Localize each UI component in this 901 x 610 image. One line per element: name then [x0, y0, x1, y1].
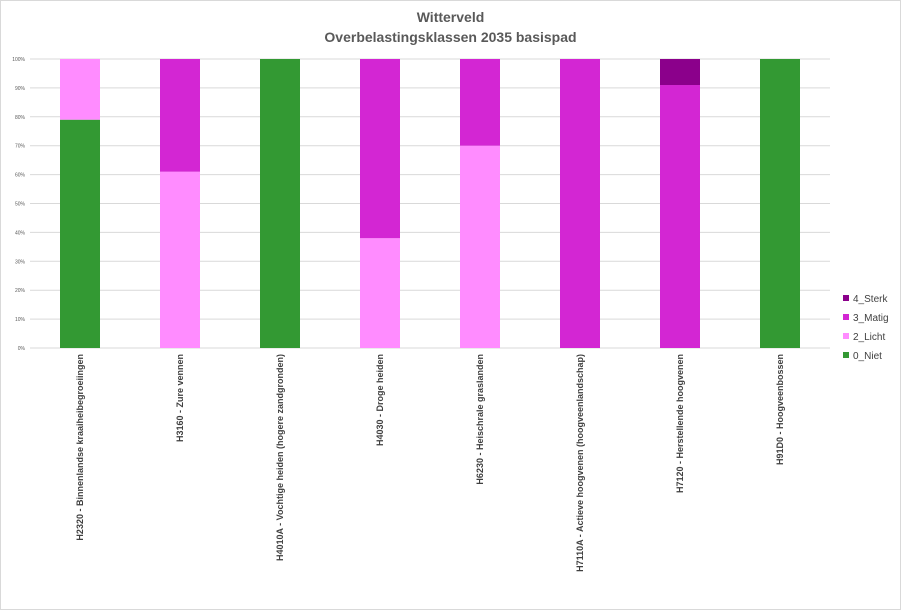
- bar-segment: [360, 238, 400, 348]
- bar-segment: [260, 59, 300, 348]
- bar-segment: [60, 119, 100, 348]
- bar-segment: [460, 59, 500, 146]
- bar-segment: [160, 59, 200, 172]
- legend-swatch: [843, 314, 849, 320]
- y-tick-label: 30%: [15, 259, 26, 265]
- chart-subtitle: Overbelastingsklassen 2035 basispad: [324, 29, 577, 45]
- category-label: H7110A - Actieve hoogvenen (hoogveenland…: [575, 354, 585, 572]
- legend-swatch: [843, 295, 849, 301]
- y-tick-label: 10%: [15, 317, 26, 323]
- category-label: H91D0 - Hoogveenbossen: [775, 354, 785, 465]
- bar-segment: [660, 85, 700, 348]
- y-tick-label: 0%: [18, 346, 26, 352]
- y-tick-label: 40%: [15, 230, 26, 236]
- category-label: H4010A - Vochtige heiden (hogere zandgro…: [275, 354, 285, 561]
- bar-segment: [160, 171, 200, 348]
- bar-segment: [60, 59, 100, 120]
- y-tick-label: 50%: [15, 202, 26, 208]
- legend-label: 2_Licht: [853, 332, 885, 343]
- category-label: H3160 - Zure vennen: [175, 354, 185, 442]
- category-label: H6230 - Heischrale graslanden: [475, 354, 485, 485]
- bar-segment: [360, 59, 400, 239]
- category-label: H2320 - Binnenlandse kraaiheibegroeiinge…: [75, 354, 85, 541]
- y-tick-label: 70%: [15, 144, 26, 150]
- legend-label: 0_Niet: [853, 351, 882, 362]
- y-tick-label: 80%: [15, 115, 26, 121]
- bar-segment: [560, 59, 600, 348]
- legend-label: 3_Matig: [853, 313, 889, 324]
- bar-segment: [660, 59, 700, 86]
- legend-swatch: [843, 352, 849, 358]
- bar-segment: [460, 145, 500, 348]
- legend-swatch: [843, 333, 849, 339]
- category-label: H4030 - Droge heiden: [375, 354, 385, 446]
- y-tick-label: 90%: [15, 86, 26, 92]
- bar-segment: [760, 59, 800, 348]
- chart-title: Witterveld: [416, 9, 485, 25]
- y-tick-label: 20%: [15, 288, 26, 294]
- legend-label: 4_Sterk: [853, 294, 888, 305]
- y-tick-label: 60%: [15, 173, 26, 179]
- y-tick-label: 100%: [12, 57, 25, 63]
- category-label: H7120 - Herstellende hoogvenen: [675, 354, 685, 493]
